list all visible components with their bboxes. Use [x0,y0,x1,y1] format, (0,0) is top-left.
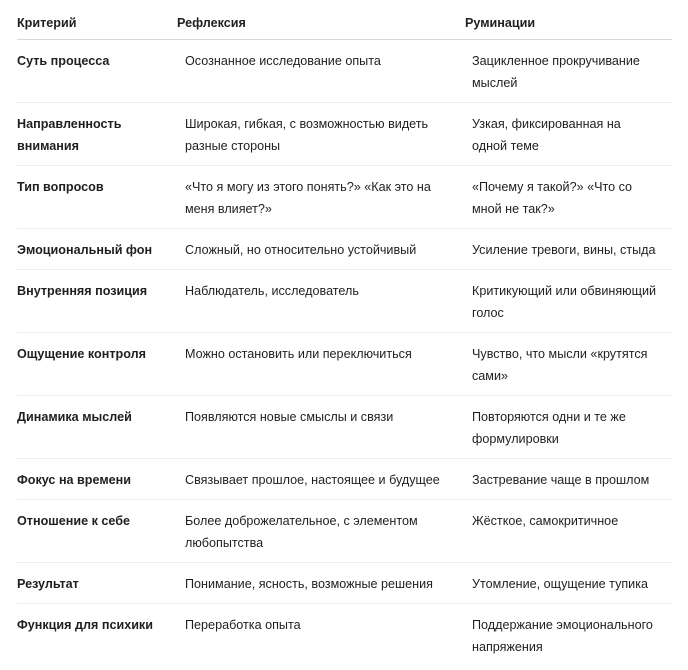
table-row: Внутренняя позиция Наблюдатель, исследова… [17,269,672,333]
header-reflection: Рефлексия [177,10,465,40]
table-row: Отношение к себе Более доброжелательное, … [17,499,672,563]
criterion-cell: Функция для психики [17,618,153,632]
reflection-cell: Широкая, гибкая, с возможностью видеть р… [177,102,465,166]
rumination-cell: Застревание чаще в прошлом [465,458,672,500]
rumination-cell: Усиление тревоги, вины, стыда [465,228,672,270]
reflection-cell: Появляются новые смыслы и связи [177,395,465,459]
rumination-cell: Повторяются одни и те же формулировки [465,395,672,459]
rumination-cell: Критикующий или обвиняющий голос [465,269,672,333]
criterion-cell: Фокус на времени [17,458,177,500]
criterion-cell: Суть процесса [17,39,177,103]
criterion-cell: Динамика мыслей [17,395,177,459]
comparison-table: Критерий Рефлексия Руминации Суть процес… [17,10,672,666]
table-header-row: Критерий Рефлексия Руминации [17,10,672,40]
table-body: Суть процесса Осознанное исследование опы… [17,39,672,667]
reflection-cell: Связывает прошлое, настоящее и будущее [177,458,465,500]
criterion-cell: Эмоциональный фон [17,228,177,270]
table-row: Направленность внимания Широкая, гибкая, … [17,102,672,166]
table-row: Ощущение контроля Можно остановить или пе… [17,332,672,396]
reflection-cell: Сложный, но относительно устойчивый [177,228,465,270]
reflection-cell: Наблюдатель, исследователь [177,269,465,333]
reflection-cell: Более доброжелательное, с элементом любо… [177,499,465,563]
table-row: Суть процесса Осознанное исследование опы… [17,39,672,103]
table-row: Эмоциональный фон Сложный, но относительн… [17,228,672,270]
rumination-cell: «Почему я такой?» «Что со мной не так?» [465,165,672,229]
criterion-cell: Тип вопросов [17,165,177,229]
reflection-cell: Переработка опыта [185,618,301,632]
rumination-cell: Зацикленное прокручивание мыслей [465,39,672,103]
criterion-cell: Результат [17,562,177,604]
table-row: Динамика мыслей Появляются новые смыслы и… [17,395,672,459]
rumination-cell: Чувство, что мысли «крутятся сами» [465,332,672,396]
rumination-cell: Узкая, фиксированная на одной теме [465,102,672,166]
reflection-cell: Понимание, ясность, возможные решения [177,562,465,604]
table-row: Фокус на времени Связывает прошлое, насто… [17,458,672,500]
table-row: Результат Понимание, ясность, возможные р… [17,562,672,604]
table-row: Тип вопросов «Что я могу из этого понять?… [17,165,672,229]
rumination-cell: Утомление, ощущение тупика [465,562,672,604]
header-criterion: Критерий [17,10,177,40]
reflection-cell: Можно остановить или переключиться [177,332,465,396]
criterion-cell: Отношение к себе [17,499,177,563]
criterion-cell: Внутренняя позиция [17,269,177,333]
reflection-cell: «Что я могу из этого понять?» «Как это н… [177,165,465,229]
table-row: Функция для психики Переработка опыта Подд… [17,604,672,667]
rumination-cell: Жёсткое, самокритичное [465,499,672,563]
header-rumination: Руминации [465,10,672,40]
rumination-cell: Поддержание эмоционального напряжения [472,618,653,654]
criterion-cell: Ощущение контроля [17,332,177,396]
reflection-cell: Осознанное исследование опыта [177,39,465,103]
criterion-cell: Направленность внимания [17,102,177,166]
